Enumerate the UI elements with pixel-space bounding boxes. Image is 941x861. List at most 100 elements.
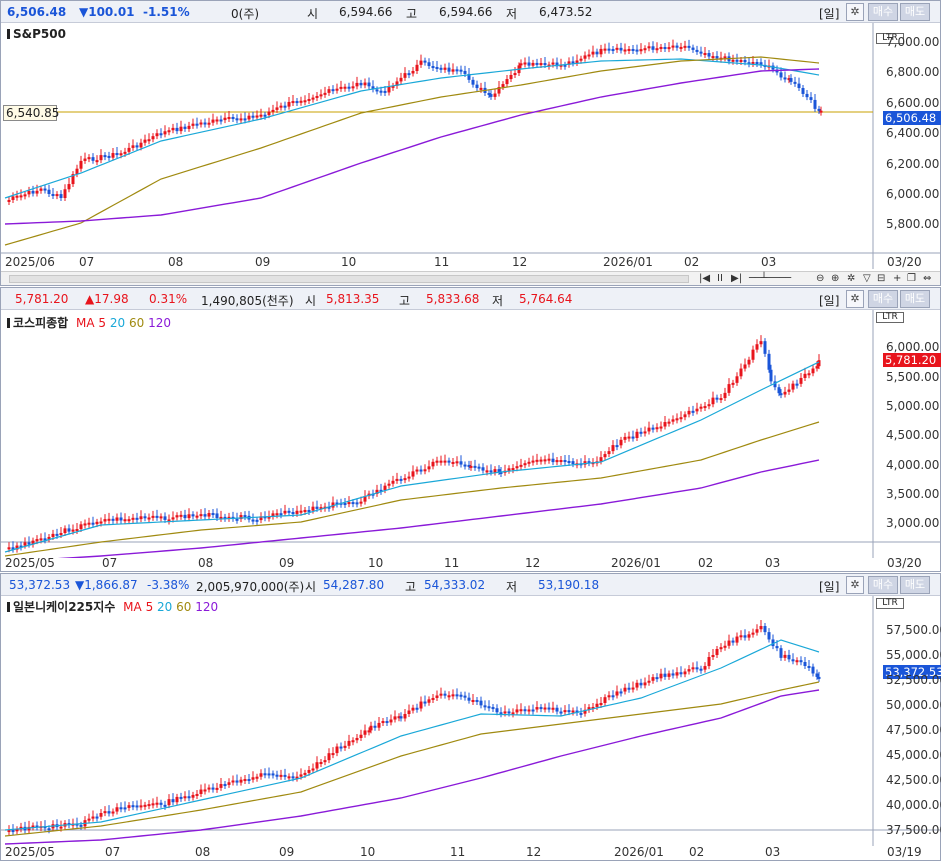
candle [111,811,115,814]
candle [291,101,295,104]
candle [805,93,809,98]
candle [123,151,127,154]
first-page-icon[interactable]: |◀ [699,273,711,284]
candle [643,682,647,686]
candle [139,805,143,808]
candle [477,466,481,469]
candle [635,431,639,438]
candle [347,740,351,746]
ma120-line [4,68,820,225]
candle [207,787,211,790]
candle [481,467,485,471]
candle [91,816,95,819]
last-page-icon[interactable]: ▶| [731,273,743,284]
candle [247,115,251,120]
filter-icon[interactable]: ▽ [863,273,871,284]
ma60-line [4,421,820,557]
candle [171,127,175,131]
candle [483,705,487,708]
kospi-chart[interactable] [1,310,940,558]
nikkei-ytick: 57,500.00 [886,623,941,637]
candle [419,469,423,472]
sp500-settings-gear-icon[interactable]: ✲ [846,3,864,21]
kospi-ma20: 20 [109,316,126,330]
window-icon[interactable]: ❐ [907,273,916,284]
candle [351,740,355,743]
settings-icon[interactable]: ✲ [847,273,856,284]
candle [603,697,607,704]
candle [27,190,31,195]
zoom-in-icon[interactable]: ⊕ [831,273,840,284]
candle [343,503,347,506]
fit-icon[interactable]: ⇔ [923,273,932,284]
candle [371,86,375,90]
kospi-ltr-toggle[interactable]: LTR [876,312,904,323]
candle [115,153,119,156]
kospi-ma-label: MA [76,316,95,330]
kospi-ytick: 3,000.00 [886,516,940,530]
pause-icon[interactable]: II [717,273,723,284]
candle [315,95,319,98]
zoom-slider[interactable]: ──┴──── [749,273,792,284]
sp500-buy-button[interactable]: 매수 [868,3,898,21]
minus-icon[interactable]: ⊟ [877,273,886,284]
sp500-ltr-toggle[interactable]: LTR [876,33,904,44]
candle [407,73,411,76]
candle [599,703,603,706]
candle [747,62,751,65]
sp500-ytick: 7,000.00 [886,35,940,49]
candle [91,522,95,525]
candle [227,782,231,785]
plus-icon[interactable]: + [893,273,902,284]
candle [459,461,463,465]
kospi-buy-button[interactable]: 매수 [868,290,898,308]
candle [403,478,407,481]
sp500-scrollbar[interactable]: |◀ II ▶| ──┴──── ⊖ ⊕ ✲ ▽ ⊟ + ❐ ⇔ [1,271,940,285]
kospi-settings-gear-icon[interactable]: ✲ [846,290,864,308]
candle [627,687,631,690]
candle [303,772,307,775]
scroll-track[interactable] [9,275,689,283]
candle [195,123,199,126]
candle [551,62,555,65]
candle [95,521,99,525]
kospi-sell-button[interactable]: 매도 [900,290,930,308]
sp500-ytick: 6,000.00 [886,187,940,201]
legend-marker [7,602,10,612]
candle [119,807,123,810]
candle [91,157,95,161]
candle [187,796,191,799]
sp500-chart[interactable] [1,23,940,269]
nikkei-period[interactable]: [일] [819,580,840,594]
candle [451,694,455,697]
candle [323,760,327,763]
candle [83,158,87,161]
candle [239,118,243,121]
candle [567,460,571,463]
sp500-sell-button[interactable]: 매도 [900,3,930,21]
nikkei-ltr-toggle[interactable]: LTR [876,598,904,609]
candle [687,669,691,672]
sp500-ytick: 6,400.00 [886,126,940,140]
kospi-period[interactable]: [일] [819,294,840,308]
zoom-out-icon[interactable]: ⊖ [816,273,825,284]
nikkei-ma60: 60 [176,600,192,614]
candle [499,471,503,474]
candle [267,773,271,776]
nikkei-open-label: 시 [305,580,317,594]
candle [267,111,271,116]
candle [391,480,395,484]
candle [711,56,715,59]
nikkei-settings-gear-icon[interactable]: ✲ [846,576,864,594]
candle [485,470,489,473]
candle [227,516,231,519]
candle [103,519,107,522]
nikkei-buy-button[interactable]: 매수 [868,576,898,594]
ma60-line [4,681,820,837]
nikkei-sell-button[interactable]: 매도 [900,576,930,594]
sp500-xtick: 2026/01 [603,255,653,269]
sp500-open-label: 시 [307,7,319,21]
nikkei-chart[interactable] [1,596,940,846]
candle [611,445,615,452]
sp500-period[interactable]: [일] [819,7,840,21]
